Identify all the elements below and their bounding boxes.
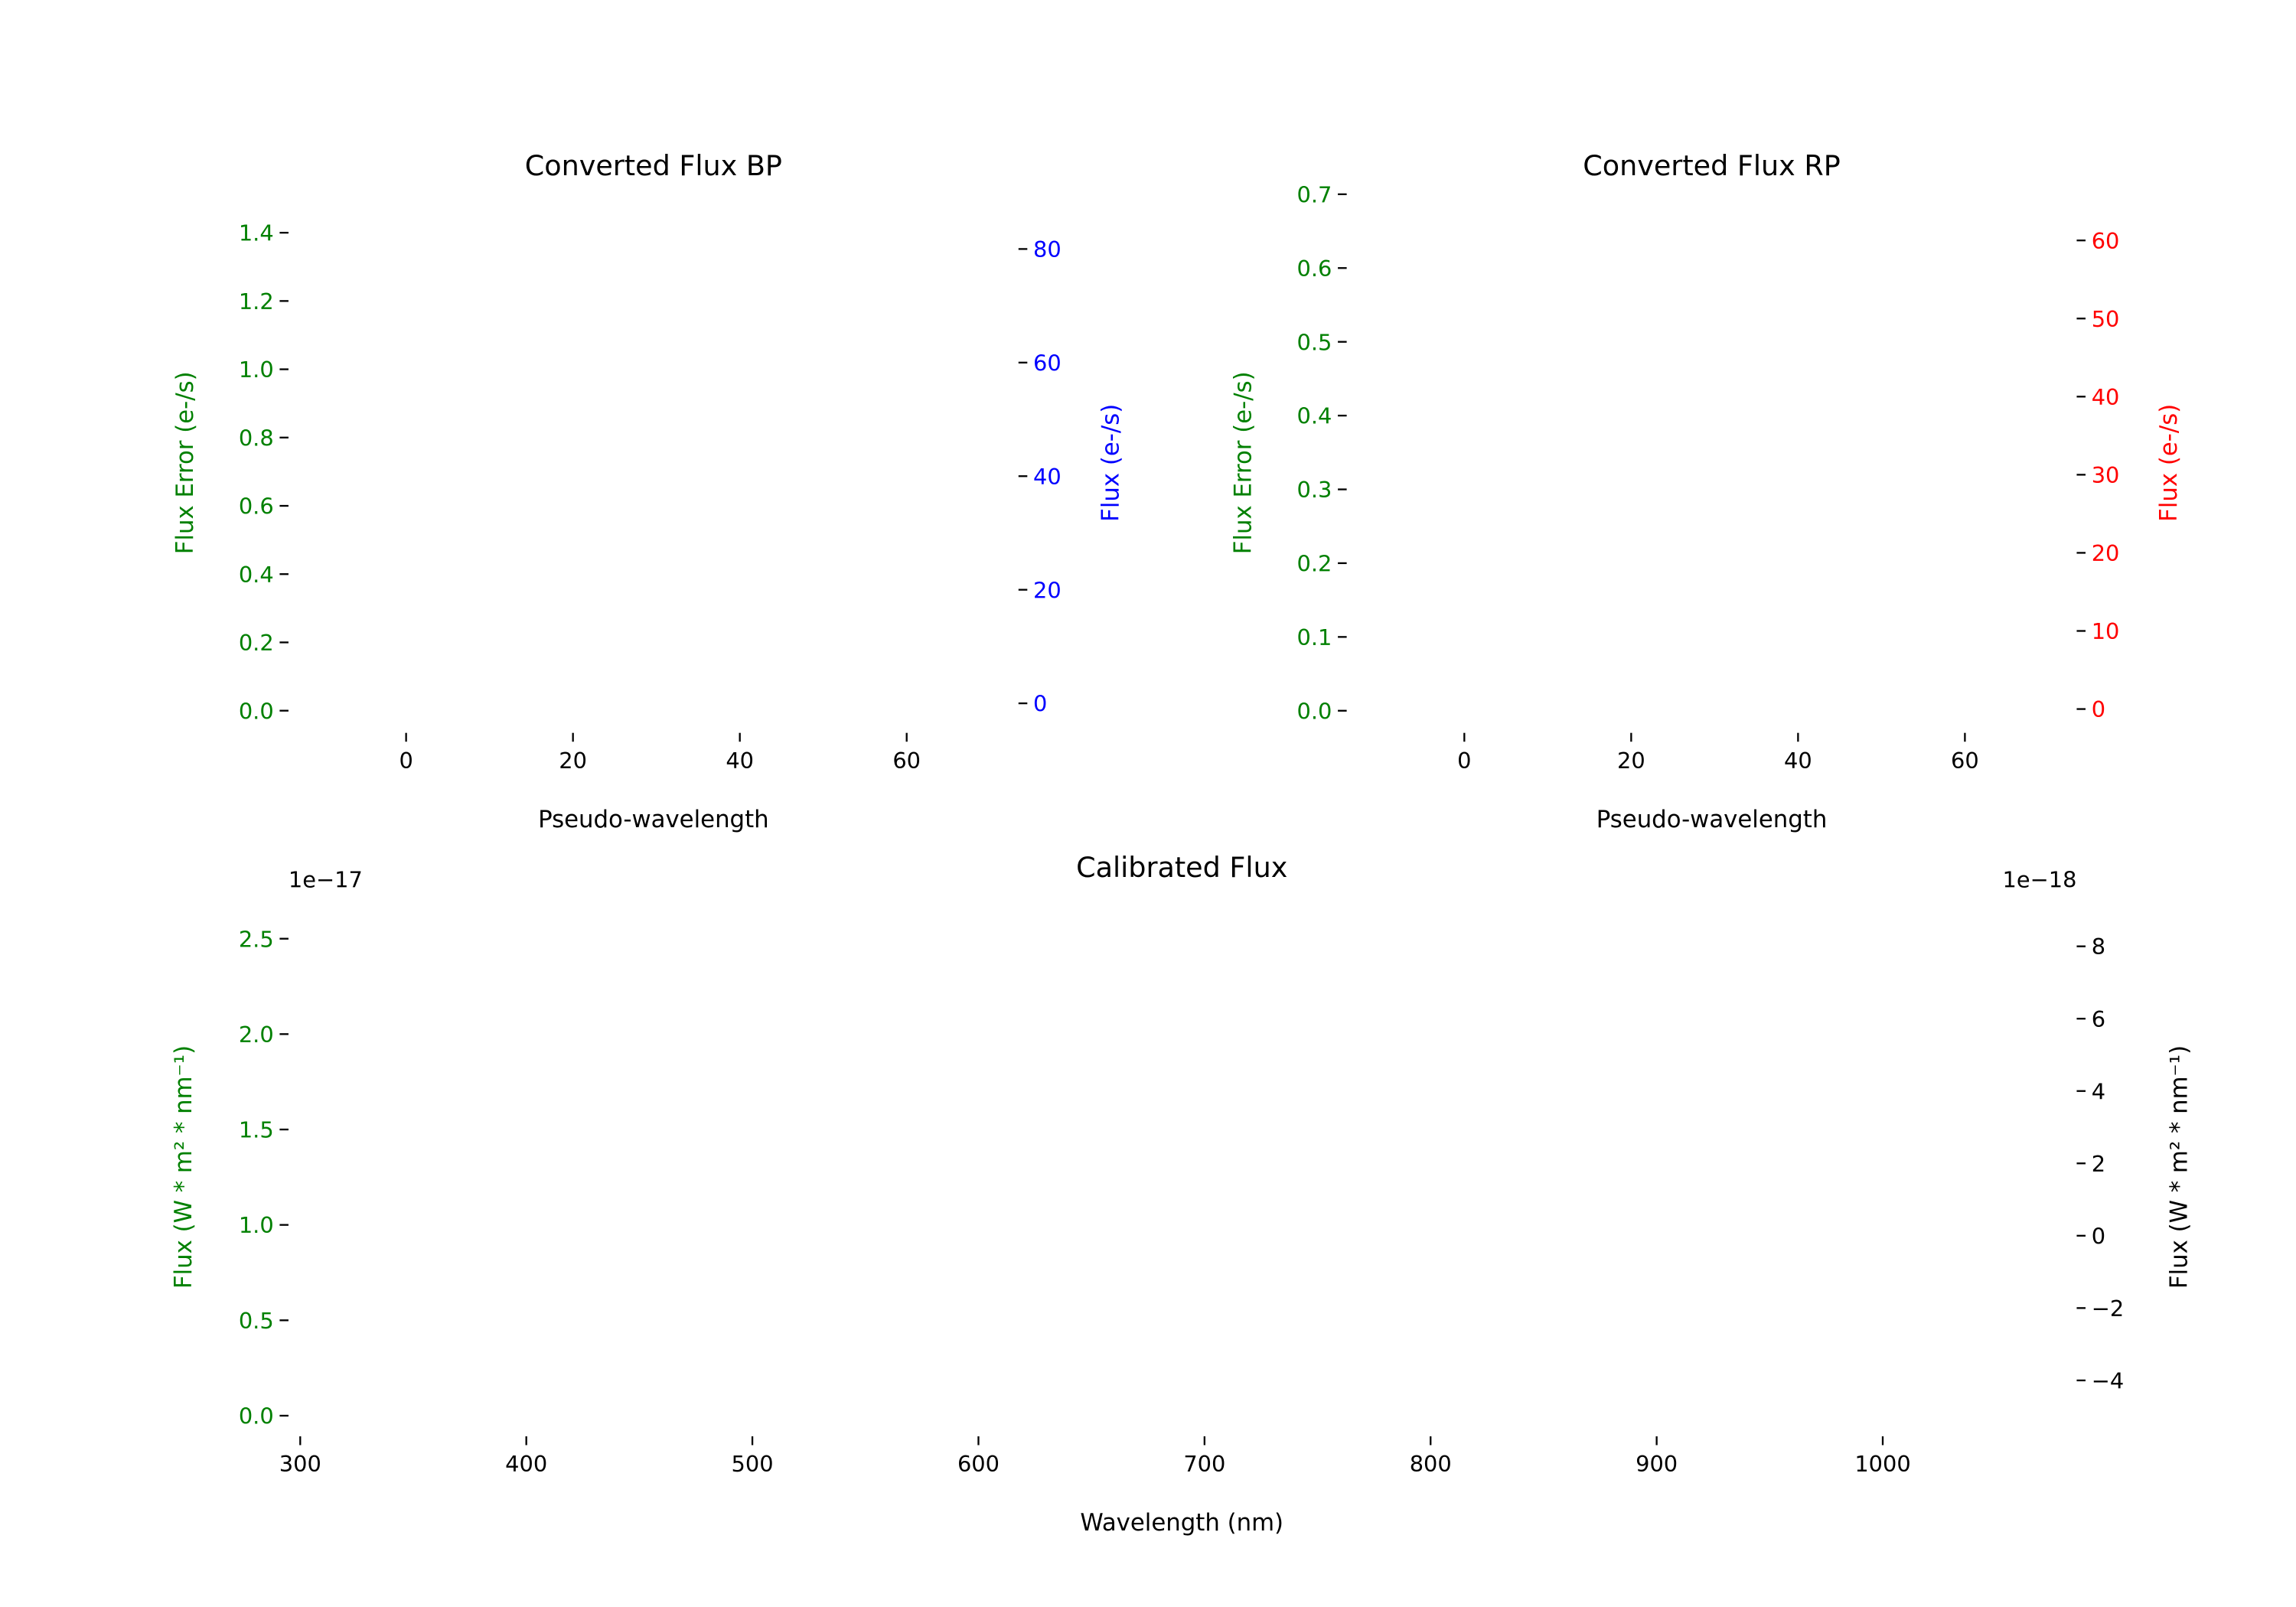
x-tick-label: 60 (1951, 748, 1979, 774)
right-y-tick-label: −4 (2092, 1367, 2125, 1393)
x-axis-label-rp: Pseudo-wavelength (1596, 806, 1828, 833)
right-y-tick-label: 40 (2092, 384, 2120, 410)
left-y-tick-label: 0.0 (1297, 698, 1332, 724)
left-y-tick-label: 0.2 (1297, 551, 1332, 577)
left-y-tick-label: 2.5 (239, 926, 274, 952)
right-y-tick-label: 60 (1033, 350, 1062, 376)
x-tick-label: 300 (279, 1451, 321, 1477)
chart-title-calibrated: Calibrated Flux (1076, 851, 1287, 884)
right-y-axis-label-bp: Flux (e-/s) (1097, 404, 1125, 522)
right-y-tick-label: 0 (1033, 691, 1047, 717)
left-y-tick-label: 0.5 (239, 1308, 274, 1334)
left-y-tick-label: 0.2 (239, 630, 274, 656)
left-y-axis-label-calibrated: Flux (W * m² * nm⁻¹) (170, 1045, 197, 1289)
right-y-tick-label: 80 (1033, 236, 1062, 262)
left-y-tick-label: 1.2 (239, 288, 274, 315)
right-axis-offset-label: 1e−18 (2003, 867, 2077, 893)
left-y-tick-label: 0.7 (1297, 181, 1332, 207)
right-y-tick-label: 30 (2092, 462, 2120, 488)
x-tick-label: 600 (957, 1451, 1000, 1477)
left-y-tick-label: 0.3 (1297, 477, 1332, 503)
chart-1: 0 20 40 60 0.0 0.1 0.2 0.3 0.4 0.5 0.6 0.7 0 10 20 30 40… (1297, 181, 2120, 773)
left-y-tick-label: 1.4 (239, 220, 274, 246)
right-y-tick-label: 60 (2092, 228, 2120, 254)
x-tick-label: 800 (1410, 1451, 1452, 1477)
left-axis-offset-label: 1e−17 (289, 867, 363, 893)
left-y-tick-label: 0.6 (239, 494, 274, 520)
right-y-tick-label: 20 (1033, 577, 1062, 603)
x-tick-label: 0 (399, 748, 413, 774)
right-y-tick-label: 10 (2092, 618, 2120, 644)
x-tick-label: 20 (1617, 748, 1645, 774)
right-y-tick-label: 2 (2092, 1151, 2105, 1177)
chart-2: 300 400 500 600 700 800 900 1000 0.0 0.5 1.0 1.5 2.0… (239, 926, 2124, 1477)
right-y-tick-label: 50 (2092, 306, 2120, 332)
right-y-tick-label: 40 (1033, 464, 1062, 490)
x-tick-label: 0 (1457, 748, 1471, 774)
chart-0: 0 20 40 60 0.0 0.2 0.4 0.6 0.8 1.0 1.2 1.4 0 20 40 60 80 (239, 220, 1062, 774)
right-y-tick-label: 6 (2092, 1006, 2105, 1032)
right-y-tick-label: −2 (2092, 1296, 2125, 1322)
left-y-axis-label-rp: Flux Error (e-/s) (1230, 371, 1257, 554)
left-y-tick-label: 0.0 (239, 698, 274, 724)
chart-title-bp: Converted Flux BP (525, 149, 782, 182)
right-y-tick-label: 4 (2092, 1078, 2105, 1104)
x-tick-label: 700 (1183, 1451, 1225, 1477)
left-y-tick-label: 1.0 (239, 357, 274, 383)
left-y-tick-label: 0.4 (1297, 403, 1332, 429)
right-y-tick-label: 0 (2092, 1223, 2105, 1249)
left-y-tick-label: 0.1 (1297, 624, 1332, 650)
left-y-axis-label-bp: Flux Error (e-/s) (171, 371, 199, 554)
x-tick-label: 20 (559, 748, 587, 774)
right-y-tick-label: 8 (2092, 934, 2105, 960)
left-y-tick-label: 2.0 (239, 1022, 274, 1048)
left-y-tick-label: 1.0 (239, 1212, 274, 1238)
x-tick-label: 40 (1784, 748, 1812, 774)
x-axis-label-bp: Pseudo-wavelength (538, 806, 769, 833)
right-y-tick-label: 0 (2092, 696, 2105, 722)
left-y-tick-label: 1.5 (239, 1117, 274, 1143)
x-tick-label: 900 (1636, 1451, 1678, 1477)
right-y-axis-label-rp: Flux (e-/s) (2155, 404, 2183, 522)
left-y-tick-label: 0.6 (1297, 256, 1332, 282)
left-y-tick-label: 0.5 (1297, 329, 1332, 355)
right-y-tick-label: 20 (2092, 540, 2120, 566)
left-y-tick-label: 0.8 (239, 425, 274, 451)
right-y-axis-label-calibrated: Flux (W * m² * nm⁻¹) (2166, 1045, 2193, 1289)
x-tick-label: 1000 (1854, 1451, 1910, 1477)
x-tick-label: 500 (732, 1451, 774, 1477)
left-y-tick-label: 0.4 (239, 562, 274, 588)
x-tick-label: 400 (505, 1451, 547, 1477)
x-tick-label: 40 (726, 748, 754, 774)
x-tick-label: 60 (892, 748, 921, 774)
chart-title-rp: Converted Flux RP (1583, 149, 1841, 182)
left-y-tick-label: 0.0 (239, 1403, 274, 1429)
x-axis-label-calibrated: Wavelength (nm) (1080, 1509, 1283, 1537)
